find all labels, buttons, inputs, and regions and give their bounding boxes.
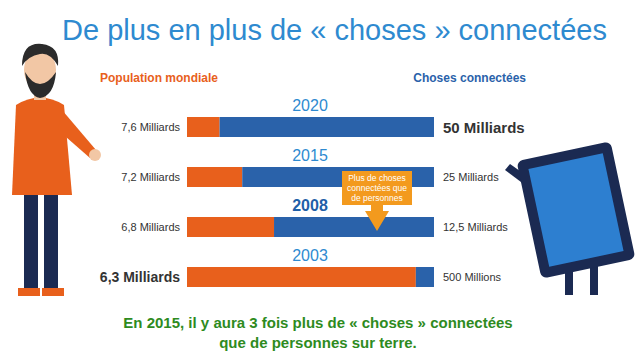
annotation-box [342, 171, 412, 205]
data-label: 12,5 Milliards [443, 221, 508, 233]
annotation-line: connectées que [347, 183, 407, 193]
bars [187, 117, 434, 287]
category-labels: 2020 2015 2008 2003 [292, 97, 328, 264]
bar [416, 267, 434, 287]
title: De plus en plus de « choses » connectées [62, 14, 607, 46]
footer: En 2015, il y aura 3 fois plus de « chos… [123, 314, 512, 331]
category-label: 2008 [292, 197, 328, 214]
series-name: Population mondiale [100, 71, 218, 85]
footer: que de personnes sur terre. [219, 334, 417, 351]
chart: De plus en plus de « choses » connectées… [0, 0, 638, 359]
annotation-text: Plus de chosesconnectées quede personnes [347, 173, 407, 203]
bar [187, 217, 274, 237]
person-hair [22, 44, 58, 66]
data-label: 500 Millions [443, 271, 502, 283]
category-label: 2015 [292, 147, 328, 164]
person [12, 44, 101, 296]
category-label: 2020 [292, 97, 328, 114]
data-label: 50 Milliards [443, 119, 525, 136]
bar [274, 217, 434, 237]
category-label: 2003 [292, 247, 328, 264]
data-label: 7,2 Milliards [121, 171, 180, 183]
person-leg [44, 190, 58, 290]
decoration [12, 44, 635, 296]
data-label: 6,8 Milliards [121, 221, 180, 233]
bar [220, 117, 434, 137]
data-label: 7,6 Milliards [121, 121, 180, 133]
person-arm [58, 110, 96, 158]
annotation: Plus de chosesconnectées quede personnes [342, 171, 412, 231]
person-leg [24, 190, 38, 290]
tablet [505, 141, 635, 295]
data-label: 6,3 Milliards [100, 269, 180, 285]
annotation-arrow [365, 205, 389, 231]
series-name: Choses connectées [413, 71, 526, 85]
person-shoe [18, 288, 64, 296]
bar [187, 167, 242, 187]
data-label: 25 Milliards [443, 171, 499, 183]
bar [187, 267, 416, 287]
person-hand [89, 149, 101, 161]
annotation-line: de personnes [351, 193, 403, 203]
data-labels: 7,6 Milliards 50 Milliards 7,2 Milliards 25… [100, 119, 525, 285]
tablet-body [517, 141, 636, 278]
person-beard [25, 72, 56, 98]
tablet-screen [528, 153, 623, 267]
annotation-line: Plus de choses [348, 173, 406, 183]
bar [187, 117, 220, 137]
